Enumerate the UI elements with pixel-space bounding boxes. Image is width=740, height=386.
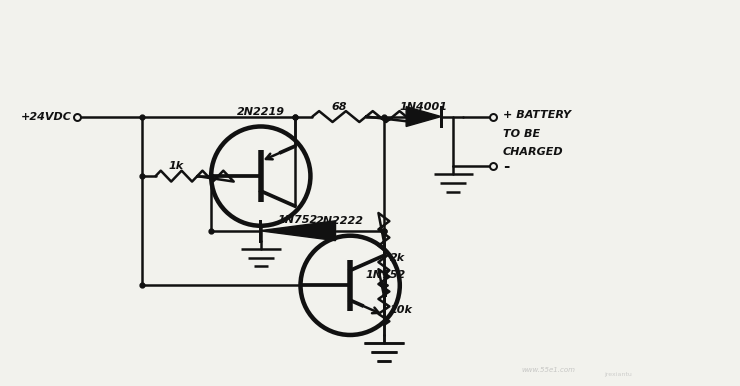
Text: 2k: 2k [390, 253, 405, 263]
Text: CHARGED: CHARGED [503, 147, 564, 157]
Text: -: - [503, 159, 509, 174]
Text: jrexiantu: jrexiantu [605, 372, 632, 377]
Text: 1k: 1k [169, 161, 184, 171]
Text: www.55e1.com: www.55e1.com [522, 367, 576, 373]
Polygon shape [406, 107, 441, 127]
Text: +24VDC: +24VDC [21, 112, 73, 122]
Text: 2N2219: 2N2219 [237, 107, 285, 117]
Text: 10k: 10k [390, 305, 413, 315]
Text: 1N752: 1N752 [366, 270, 406, 280]
Text: + BATTERY: + BATTERY [503, 110, 571, 120]
Polygon shape [385, 275, 386, 295]
Polygon shape [260, 221, 335, 240]
Text: 68: 68 [332, 102, 347, 112]
Text: 1N4001: 1N4001 [400, 102, 448, 112]
Text: 2N2222: 2N2222 [316, 216, 364, 226]
Text: 1N752: 1N752 [278, 215, 317, 225]
Text: TO BE: TO BE [503, 129, 540, 139]
